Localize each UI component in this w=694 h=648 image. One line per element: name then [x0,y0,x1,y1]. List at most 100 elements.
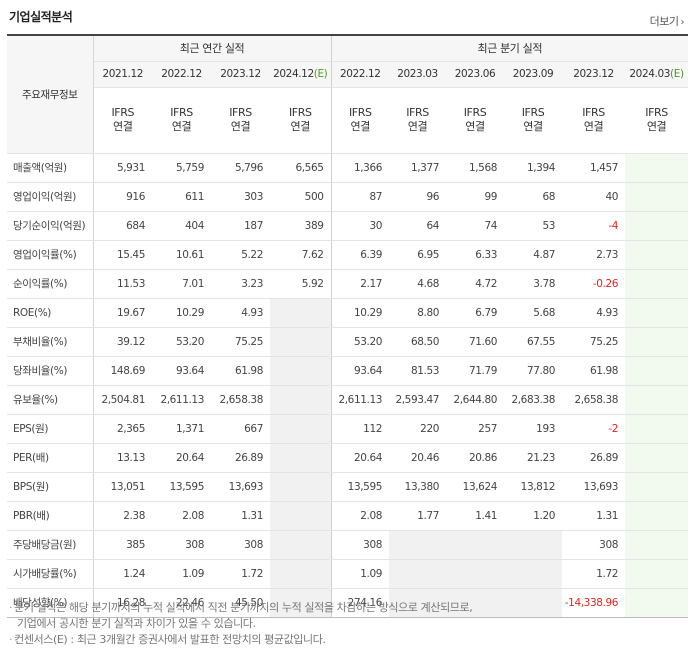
quarter-value-cell [625,269,689,299]
estimate-mark: (E) [670,68,684,80]
quarter-value-cell: 8.80 [389,298,447,328]
quarter-value-cell [625,298,689,328]
quarter-value-cell: 2,658.38 [562,385,626,415]
ifrs-line: IFRS [463,106,487,119]
quarter-value-cell: 71.79 [446,356,505,386]
annual-value-cell: 1.31 [211,501,270,531]
annual-value-cell: 2,504.81 [93,385,152,415]
quarter-value-cell: 4.68 [389,269,447,299]
quarter-value-cell: 81.53 [389,356,447,386]
table-row: 배당성향(%) 16.28 22.46 45.50 274.16 -14,338.96 [7,588,689,618]
table-row: PER(배) 13.13 20.64 26.89 20.64 20.46 20.86 21.2… [7,443,689,473]
section-title: 기업실적분석 [9,10,73,24]
annual-value-cell [270,413,332,444]
annual-period-header: 2024.12(E) [270,61,332,88]
ifrs-badge: IFRS 연결 [504,87,563,154]
quarter-period-header: 2023.03 [389,61,447,88]
quarter-value-cell: 20.46 [389,443,447,473]
annual-value-cell [270,501,332,531]
quarter-value-cell: 99 [446,182,505,212]
quarter-value-cell [625,588,689,618]
table-row: 부채비율(%) 39.12 53.20 75.25 53.20 68.50 71.60 67.… [7,326,689,357]
annual-value-cell: 4.93 [211,298,270,328]
quarter-value-cell: 2,644.80 [446,385,505,415]
annual-value-cell [270,385,332,415]
quarter-value-cell: 67.55 [504,326,563,357]
quarter-value-cell: 6.39 [330,239,390,270]
annual-value-cell: 61.98 [211,356,270,386]
quarter-value-cell: 87 [330,182,390,212]
annual-value-cell: 19.67 [93,298,152,328]
quarter-value-cell: 68 [504,182,563,212]
table-row: PBR(배) 2.38 2.08 1.31 2.08 1.77 1.41 1.20 1.31 [7,501,689,531]
quarter-value-cell: 220 [389,413,447,444]
annual-value-cell: 7.62 [270,239,332,270]
row-label: PBR(배) [7,501,94,531]
quarter-value-cell: 21.23 [504,443,563,473]
annual-value-cell [270,443,332,473]
annual-value-cell: 2,365 [93,413,152,444]
quarter-value-cell: 10.29 [330,298,390,328]
quarter-value-cell: 20.86 [446,443,505,473]
annual-value-cell: 308 [211,529,270,560]
annual-value-cell: 684 [93,211,152,241]
annual-value-cell: 13,693 [211,472,270,502]
ifrs-line: IFRS [348,106,372,119]
quarter-period-header: 2023.12 [562,61,626,88]
quarter-value-cell: 13,380 [389,472,447,502]
annual-value-cell: 385 [93,529,152,560]
footnote-1-cont: 기업에서 공시한 분기 실적과 차이가 있을 수 있습니다. [17,617,256,630]
quarter-period-header: 2023.09 [504,61,563,88]
ifrs-badge: IFRS 연결 [389,87,447,154]
table-row: 매출액(억원) 5,931 5,759 5,796 6,565 1,366 1,377 1,5… [7,153,689,183]
quarter-value-cell [625,385,689,415]
section-header: 기업실적분석 더보기 › [0,0,694,34]
row-label: PER(배) [7,443,94,473]
table-row: BPS(원) 13,051 13,595 13,693 13,595 13,380 13,6… [7,472,689,502]
quarter-value-cell: 308 [330,529,390,560]
quarter-value-cell: 1.41 [446,501,505,531]
more-link[interactable]: 더보기 › [650,13,685,29]
quarter-value-cell [625,326,689,357]
annual-value-cell: 15.45 [93,239,152,270]
footnote-2: · 컨센서스(E) : 최근 3개월간 증권사에서 발표한 전망치의 평균값입니다… [9,633,326,646]
row-header-label: 주요재무정보 [7,34,94,154]
ifrs-badge: IFRS 연결 [562,87,626,154]
ifrs-line: IFRS [111,106,135,119]
quarter-value-cell: -2 [562,413,626,444]
quarter-value-cell [504,559,563,589]
quarter-value-cell: 13,812 [504,472,563,502]
quarter-value-cell: 1.72 [562,559,626,589]
footnotes: · 분기 실적은 해당 분기까지의 누적 실적에서 직전 분기까지의 누적 실적을… [9,600,473,648]
row-label: 부채비율(%) [7,326,94,357]
annual-value-cell: 93.64 [152,356,211,386]
ifrs-line: IFRS [229,106,252,119]
quarter-value-cell [625,182,689,212]
quarter-value-cell: 2.08 [330,501,390,531]
ifrs-badge: IFRS 연결 [625,87,689,154]
annual-value-cell: 13,051 [93,472,152,502]
annual-value-cell: 11.53 [93,269,152,299]
annual-value-cell: 13,595 [152,472,211,502]
quarter-value-cell [625,153,689,183]
annual-value-cell [270,356,332,386]
annual-value-cell: 1,371 [152,413,211,444]
quarter-value-cell [625,529,689,560]
quarter-value-cell: 77.80 [504,356,563,386]
quarter-value-cell: 13,693 [562,472,626,502]
quarter-value-cell: 2.17 [330,269,390,299]
quarter-value-cell [625,413,689,444]
quarter-value-cell [446,588,505,618]
quarter-value-cell: 257 [446,413,505,444]
quarter-value-cell: -14,338.96 [562,588,626,618]
quarter-value-cell: 71.60 [446,326,505,357]
consolidated-line: 연결 [465,120,485,133]
quarter-value-cell [389,559,447,589]
annual-value-cell [270,472,332,502]
quarter-value-cell [446,529,505,560]
quarter-value-cell [625,501,689,531]
quarter-value-cell: 75.25 [562,326,626,357]
quarter-value-cell: 2,683.38 [504,385,563,415]
footnote-1: · 분기 실적은 해당 분기까지의 누적 실적에서 직전 분기까지의 누적 실적을… [9,601,473,614]
annual-value-cell: 303 [211,182,270,212]
